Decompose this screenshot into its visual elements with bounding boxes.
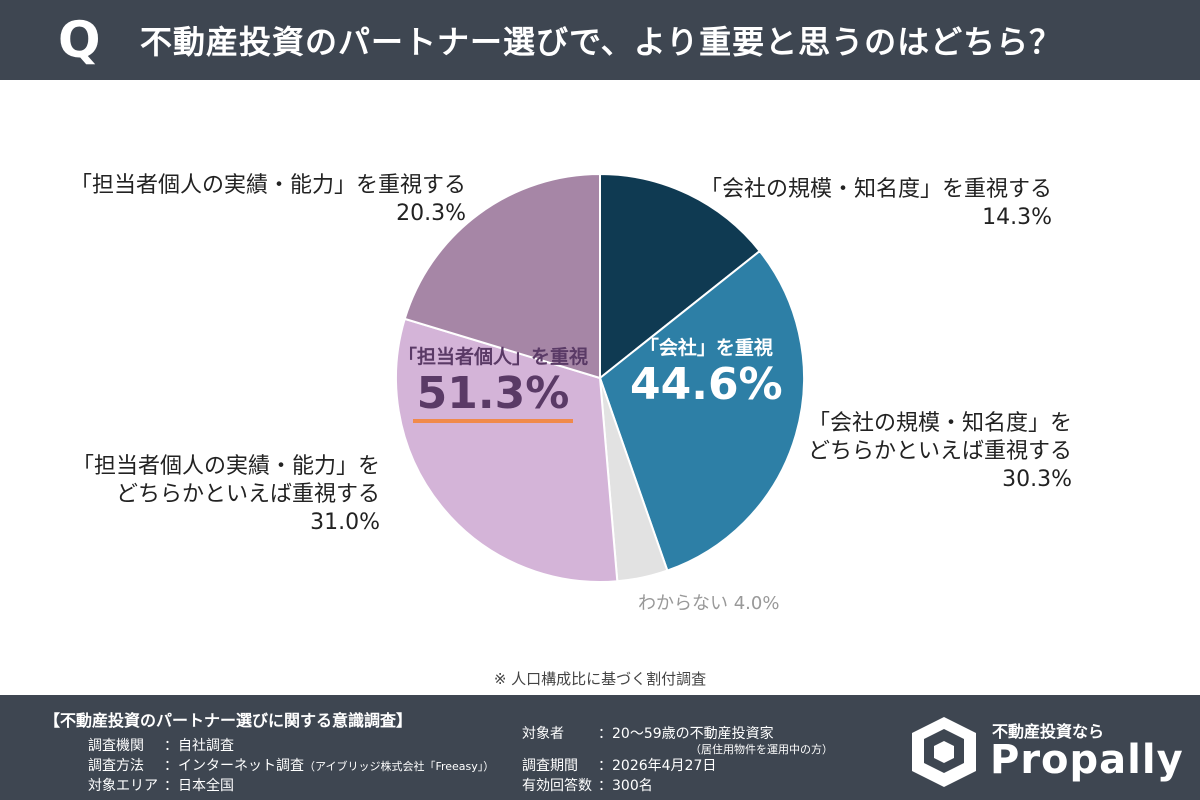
survey-note: ※ 人口構成比に基づく割付調査: [493, 670, 707, 688]
group-person-value: 51.3%: [412, 369, 574, 423]
slice-label-0: 「会社の規模・知名度」を重視する: [700, 177, 1053, 202]
slice-label-1-line2: どちらかといえば重視する: [808, 439, 1073, 464]
footer-right-row-1: 調査期間 ：2026年4月27日: [522, 758, 717, 774]
group-person: 「担当者個人」を重視 51.3%: [398, 342, 588, 423]
pie-chart: [395, 172, 805, 583]
group-company-value: 44.6%: [630, 359, 783, 410]
slice-label-2: わからない: [638, 593, 728, 614]
slice-value-4: 20.3%: [396, 201, 467, 226]
slice-label-3-line1: 「担当者個人の実績・能力」を: [72, 454, 381, 479]
label-person-achievement: 「担当者個人の実績・能力」を重視する 20.3%: [70, 172, 466, 228]
footer-left-row-1: 調査方法 ：インターネット調査（アイブリッジ株式会社「Freeasy」）: [88, 758, 495, 774]
slice-value-2: 4.0%: [733, 593, 780, 614]
slice-value-0: 14.3%: [982, 205, 1053, 230]
slice-label-4: 「担当者個人の実績・能力」を重視する: [70, 173, 467, 198]
footer: 【不動産投資のパートナー選びに関する意識調査】 調査機関 ：自社調査 調査方法 ：イ…: [0, 695, 1200, 800]
page-title: 不動産投資のパートナー選びで、より重要と思うのはどちら？: [140, 23, 1063, 61]
pie-slice-3: [395, 317, 619, 583]
group-company: 「会社」を重視 44.6%: [630, 333, 783, 410]
footer-right-row-2: 有効回答数 ：300名: [522, 778, 653, 794]
survey-title: 【不動産投資のパートナー選びに関する意識調査】: [44, 711, 413, 730]
q-mark: Q: [58, 11, 101, 69]
pie-slice-0: [599, 172, 762, 381]
pie-slice-1: [598, 249, 805, 572]
group-person-label: 「担当者個人」を重視: [398, 346, 589, 368]
label-company-somewhat: 「会社の規模・知名度」を どちらかといえば重視する 30.3%: [808, 410, 1072, 494]
slice-value-1: 30.3%: [1002, 467, 1073, 492]
slice-label-3-line2: どちらかといえば重視する: [116, 482, 381, 507]
propally-logo-icon: [912, 717, 976, 787]
footer-right-row-0-sub: （居住用物件を運用中の方）: [690, 743, 833, 756]
group-company-label: 「会社」を重視: [639, 337, 773, 359]
pie-slice-4: [403, 172, 601, 380]
footer-left-row-2: 対象エリア ：日本全国: [88, 778, 234, 794]
footer-right-row-0: 対象者 ：20〜59歳の不動産投資家: [522, 726, 774, 742]
label-person-somewhat: 「担当者個人の実績・能力」を どちらかといえば重視する 31.0%: [72, 453, 380, 537]
footer-left-row-0: 調査機関 ：自社調査: [88, 738, 234, 754]
label-dont-know: わからない 4.0%: [638, 590, 779, 618]
label-company-scale: 「会社の規模・知名度」を重視する 14.3%: [700, 176, 1052, 232]
slice-value-3: 31.0%: [310, 510, 381, 535]
slice-label-1-line1: 「会社の規模・知名度」を: [808, 411, 1073, 436]
title-bar: Q 不動産投資のパートナー選びで、より重要と思うのはどちら？: [0, 0, 1200, 80]
logo-wordmark: Propally: [990, 737, 1184, 783]
logo-tagline: 不動産投資なら: [992, 722, 1105, 741]
